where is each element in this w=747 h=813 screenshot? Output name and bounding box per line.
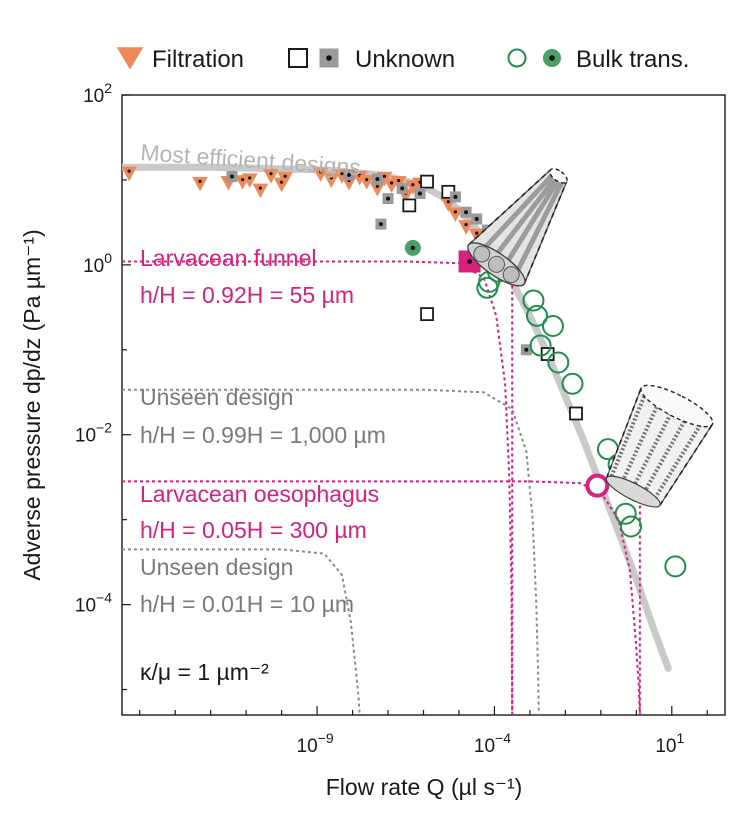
unseen-design-1-curve <box>122 388 540 715</box>
unseen1-ratio-label: h/H = 0.99H = 1,000 µm <box>140 422 386 448</box>
kappa-label: κ/μ = 1 µm⁻² <box>140 659 269 685</box>
unknown-open-point <box>420 174 434 189</box>
filtration-point <box>323 173 340 188</box>
legend: Filtration Unknown Bulk trans. <box>116 46 689 73</box>
unknown-filled-point-dot <box>378 222 383 227</box>
bulk-open-point <box>561 372 584 395</box>
unknown-filled-point-dot <box>347 172 352 177</box>
larvacean-funnel-point-dot <box>467 259 473 264</box>
filtration-point <box>277 171 294 187</box>
larvacean-oesophagus-point <box>585 473 610 498</box>
bulk-open-point <box>526 304 549 327</box>
legend-unknown-filled-dot <box>326 55 332 61</box>
data-points <box>122 166 687 578</box>
filtration-point-dot <box>283 174 287 178</box>
filtration-point-dot <box>248 176 252 180</box>
filtration-point <box>252 183 269 199</box>
filtration-point-dot <box>269 172 273 176</box>
unknown-filled-point-dot <box>375 177 380 182</box>
filtration-point-dot <box>475 231 479 235</box>
unknown-open-point <box>569 406 583 421</box>
unknown-filled-point-dot <box>453 194 458 199</box>
filtration-point-dot <box>375 184 379 189</box>
bulk-open-point <box>547 351 570 374</box>
y-tick-label: 10−2 <box>75 420 112 447</box>
filtration-point-dot <box>453 210 458 214</box>
funnel-ratio-label: h/H = 0.92H = 55 µm <box>140 282 354 308</box>
filtration-point <box>122 166 137 182</box>
y-tick-label: 102 <box>83 80 112 107</box>
bulk-open-point <box>522 289 545 312</box>
filtration-point <box>241 173 258 188</box>
x-tick-label: 101 <box>655 730 684 757</box>
unknown-filled-point-dot <box>229 174 234 179</box>
bulk-open-point <box>620 515 643 538</box>
x-tick-label: 10−4 <box>474 730 511 757</box>
bulk-open-point <box>541 315 564 338</box>
bulk-open-point <box>614 502 637 525</box>
oesophagus-title-label: Larvacean oesophagus <box>140 481 379 507</box>
plot-area <box>122 163 687 715</box>
unseen1-title-label: Unseen design <box>140 384 293 410</box>
legend-bulk-filled-dot <box>549 55 555 61</box>
filtration-point-dot <box>329 176 333 180</box>
bulk-open-point <box>476 276 499 299</box>
x-axis-label: Flow rate Q (µl s⁻¹) <box>326 774 523 800</box>
filtration-point-dot <box>365 178 369 182</box>
bulk-open-point <box>664 555 687 578</box>
filtration-point-dot <box>382 174 387 178</box>
larvacean-oesophagus-curve <box>122 480 641 715</box>
x-tick-label: 10−9 <box>297 730 334 757</box>
unknown-filled-point-dot <box>417 191 422 196</box>
bulk-filled-point-dot <box>410 245 416 251</box>
unknown-filled-point-dot <box>464 210 469 215</box>
filtration-point-dot <box>397 178 401 183</box>
larvacean-funnel-curve <box>122 260 514 715</box>
y-tick-label: 100 <box>83 250 112 277</box>
filtration-point-dot <box>258 186 262 190</box>
x-axis-ticks: 10−9 10−4 101 <box>139 706 708 757</box>
filtration-point-dot <box>446 200 450 204</box>
legend-unknown-open-marker <box>288 48 308 68</box>
y-axis-label: Adverse pressure dp/dz (Pa µm⁻¹) <box>19 229 45 580</box>
unseen2-title-label: Unseen design <box>140 554 293 580</box>
y-axis-ticks: 102 100 10−2 10−4 <box>75 80 131 691</box>
funnel-illustration <box>467 168 568 287</box>
unseen2-ratio-label: h/H = 0.01H = 10 µm <box>140 591 354 617</box>
filtration-point <box>447 207 464 222</box>
oesophagus-illustration <box>605 384 714 508</box>
unknown-open-point <box>420 307 434 322</box>
filtration-point-dot <box>340 172 344 176</box>
unknown-filled-point-dot <box>386 196 391 201</box>
unknown-filled-point-dot <box>524 347 529 352</box>
filtration-point <box>192 176 208 192</box>
filtration-point <box>458 220 474 235</box>
filtration-point-dot <box>389 181 394 185</box>
unknown-open-point <box>402 198 417 213</box>
unseen-design-2-curve <box>122 548 361 715</box>
bulk-open-point <box>529 334 552 357</box>
legend-bulk-label: Bulk trans. <box>576 46 689 73</box>
unknown-filled-point-dot <box>474 217 479 221</box>
legend-filtration-label: Filtration <box>152 46 244 73</box>
y-tick-label: 10−4 <box>75 590 112 617</box>
unknown-filled-point-dot <box>400 186 405 191</box>
legend-unknown-label: Unknown <box>355 46 455 73</box>
funnel-title-label: Larvacean funnel <box>140 245 316 271</box>
filtration-point-dot <box>411 183 415 187</box>
legend-bulk-open-marker <box>507 48 527 68</box>
filtration-point-dot <box>319 170 323 174</box>
filtration-point-dot <box>198 179 202 183</box>
filtration-point-dot <box>464 223 468 227</box>
oesophagus-ratio-label: h/H = 0.05H = 300 µm <box>140 517 367 543</box>
legend-filtration-marker <box>116 47 144 70</box>
filtration-point-dot <box>241 178 245 182</box>
filtration-point-dot <box>280 180 284 184</box>
filtration-point-dot <box>127 169 131 173</box>
filtration-point <box>263 169 279 184</box>
